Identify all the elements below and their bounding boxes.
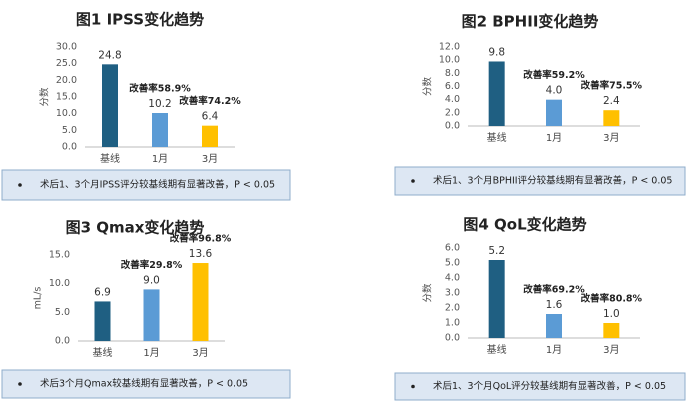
- bullet: [411, 179, 415, 183]
- bar: [488, 61, 505, 126]
- note: 术后1、3个月QoL评分较基线期有显著改善，P < 0.05: [433, 380, 666, 392]
- data-label: 6.4: [202, 111, 219, 123]
- bar: [192, 263, 209, 341]
- x-tick-label: 基线: [487, 131, 507, 144]
- y-tick-label: 10.0: [56, 108, 77, 119]
- x-tick-label: 基线: [487, 343, 507, 356]
- note-box: [394, 166, 686, 196]
- bar: [102, 64, 118, 147]
- y-tick-label: 0.0: [445, 121, 460, 132]
- chart-title: 图2 BPHII变化趋势: [462, 13, 599, 31]
- y-tick-label: 6.0: [445, 81, 460, 92]
- x-tick-label: 3月: [192, 347, 208, 359]
- y-tick-label: 5.0: [62, 125, 77, 136]
- data-label: 1.6: [546, 299, 563, 311]
- x-tick-label: 1月: [143, 347, 159, 359]
- x-tick-label: 基线: [93, 346, 113, 359]
- x-tick-label: 1月: [152, 153, 168, 165]
- y-tick-label: 6.0: [445, 243, 460, 254]
- y-tick-label: 2.0: [445, 303, 460, 314]
- x-tick-label: 基线: [100, 152, 120, 165]
- note: 术后3个月Qmax较基线期有显著改善，P < 0.05: [40, 378, 248, 390]
- note: 术后1、3个月BPHII评分较基线期有显著改善，P < 0.05: [433, 175, 672, 187]
- y-tick-label: 0.0: [62, 142, 77, 153]
- bar: [152, 113, 168, 147]
- bar: [603, 110, 620, 126]
- y-axis-label: 分数: [422, 283, 434, 303]
- annotation: 改善率96.8%: [170, 233, 232, 245]
- data-label: 2.4: [603, 95, 620, 107]
- y-tick-label: 10.0: [439, 55, 460, 66]
- y-tick-label: 30.0: [56, 42, 77, 53]
- bar: [143, 289, 160, 341]
- bullet: [18, 183, 22, 187]
- y-axis-label: 分数: [39, 87, 51, 107]
- data-label: 24.8: [98, 49, 121, 61]
- x-tick-label: 1月: [546, 344, 562, 356]
- annotation: 改善率59.2%: [523, 69, 585, 81]
- y-tick-label: 0.0: [55, 336, 70, 347]
- note-box: [1, 169, 291, 201]
- annotation: 改善率29.8%: [121, 259, 183, 271]
- y-tick-label: 8.0: [445, 68, 460, 79]
- y-tick-label: 4.0: [445, 273, 460, 284]
- data-label: 13.6: [189, 248, 213, 260]
- bar: [546, 314, 562, 338]
- bullet: [18, 382, 22, 386]
- bar: [546, 99, 562, 126]
- data-label: 10.2: [148, 98, 171, 110]
- annotation: 改善率74.2%: [179, 95, 241, 107]
- y-tick-label: 5.0: [55, 307, 70, 318]
- y-tick-label: 4.0: [445, 94, 460, 105]
- data-label: 9.8: [488, 46, 505, 58]
- y-tick-label: 5.0: [445, 258, 460, 269]
- y-tick-label: 0.0: [445, 333, 460, 344]
- y-tick-label: 1.0: [445, 318, 460, 329]
- chart-title: 图3 Qmax变化趋势: [66, 219, 205, 237]
- data-label: 1.0: [603, 308, 620, 320]
- annotation: 改善率69.2%: [523, 284, 585, 296]
- x-tick-label: 3月: [603, 344, 619, 356]
- bullet: [411, 384, 415, 389]
- data-label: 5.2: [488, 245, 505, 257]
- x-tick-label: 3月: [603, 132, 619, 144]
- chart-title: 图1 IPSS变化趋势: [76, 11, 204, 29]
- y-axis-label: mL/s: [33, 287, 44, 310]
- data-label: 6.9: [94, 286, 111, 298]
- y-tick-label: 10.0: [49, 278, 70, 289]
- data-label: 4.0: [546, 85, 563, 97]
- y-tick-label: 25.0: [56, 58, 77, 69]
- chart-title: 图4 QoL变化趋势: [463, 216, 586, 234]
- note-box: [394, 372, 686, 401]
- annotation: 改善率80.8%: [581, 293, 643, 305]
- bar: [94, 301, 111, 341]
- y-tick-label: 15.0: [49, 250, 70, 261]
- x-tick-label: 3月: [202, 153, 218, 165]
- y-tick-label: 15.0: [56, 92, 77, 103]
- y-axis-label: 分数: [422, 77, 434, 97]
- y-tick-label: 20.0: [56, 75, 77, 86]
- annotation: 改善率58.9%: [129, 83, 191, 95]
- y-tick-label: 12.0: [439, 42, 460, 53]
- x-tick-label: 1月: [546, 132, 562, 144]
- bar: [202, 125, 218, 147]
- bar: [488, 260, 505, 338]
- data-label: 9.0: [143, 274, 160, 286]
- y-tick-label: 3.0: [445, 288, 460, 299]
- y-tick-label: 2.0: [445, 107, 460, 118]
- note-box: [1, 369, 291, 399]
- note: 术后1、3个月IPSS评分较基线期有显著改善，P < 0.05: [40, 179, 275, 191]
- annotation: 改善率75.5%: [581, 80, 643, 92]
- bar: [603, 323, 620, 338]
